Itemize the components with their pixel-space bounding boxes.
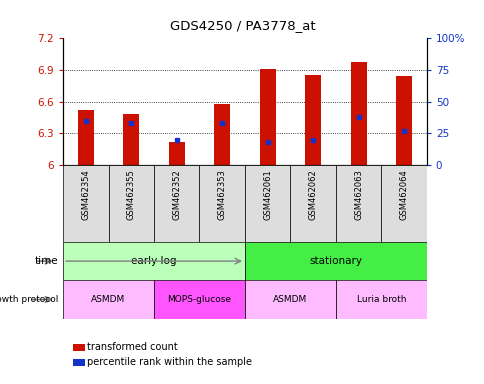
Text: GSM462061: GSM462061 xyxy=(263,169,272,220)
Text: ASMDM: ASMDM xyxy=(272,295,307,304)
Text: GDS4250 / PA3778_at: GDS4250 / PA3778_at xyxy=(169,19,315,32)
Bar xyxy=(153,280,244,319)
Bar xyxy=(153,165,199,242)
Bar xyxy=(108,165,153,242)
Text: growth protocol: growth protocol xyxy=(0,295,58,304)
Bar xyxy=(350,62,366,165)
Bar xyxy=(395,76,411,165)
Bar xyxy=(380,165,426,242)
Text: percentile rank within the sample: percentile rank within the sample xyxy=(87,358,252,367)
Bar xyxy=(304,75,320,165)
Bar xyxy=(335,165,380,242)
Bar xyxy=(63,242,244,280)
Text: GSM462353: GSM462353 xyxy=(217,169,226,220)
Text: transformed count: transformed count xyxy=(87,342,178,352)
Bar xyxy=(63,280,153,319)
Bar xyxy=(199,165,244,242)
Bar xyxy=(63,165,108,242)
Text: GSM462064: GSM462064 xyxy=(399,169,408,220)
Text: early log: early log xyxy=(131,256,176,266)
Text: GSM462352: GSM462352 xyxy=(172,169,181,220)
Text: MOPS-glucose: MOPS-glucose xyxy=(167,295,231,304)
Text: stationary: stationary xyxy=(309,256,362,266)
Text: Luria broth: Luria broth xyxy=(356,295,405,304)
Bar xyxy=(214,104,230,165)
Bar xyxy=(244,242,426,280)
Bar xyxy=(244,280,335,319)
Text: GSM462355: GSM462355 xyxy=(126,169,136,220)
Text: GSM462354: GSM462354 xyxy=(81,169,90,220)
Bar xyxy=(244,165,290,242)
Bar xyxy=(77,110,93,165)
Bar xyxy=(290,165,335,242)
Text: time: time xyxy=(34,256,58,266)
Bar xyxy=(168,142,184,165)
Bar xyxy=(335,280,426,319)
Bar xyxy=(123,114,139,165)
Bar xyxy=(259,69,275,165)
Text: ASMDM: ASMDM xyxy=(91,295,125,304)
Text: GSM462062: GSM462062 xyxy=(308,169,317,220)
Text: GSM462063: GSM462063 xyxy=(353,169,363,220)
